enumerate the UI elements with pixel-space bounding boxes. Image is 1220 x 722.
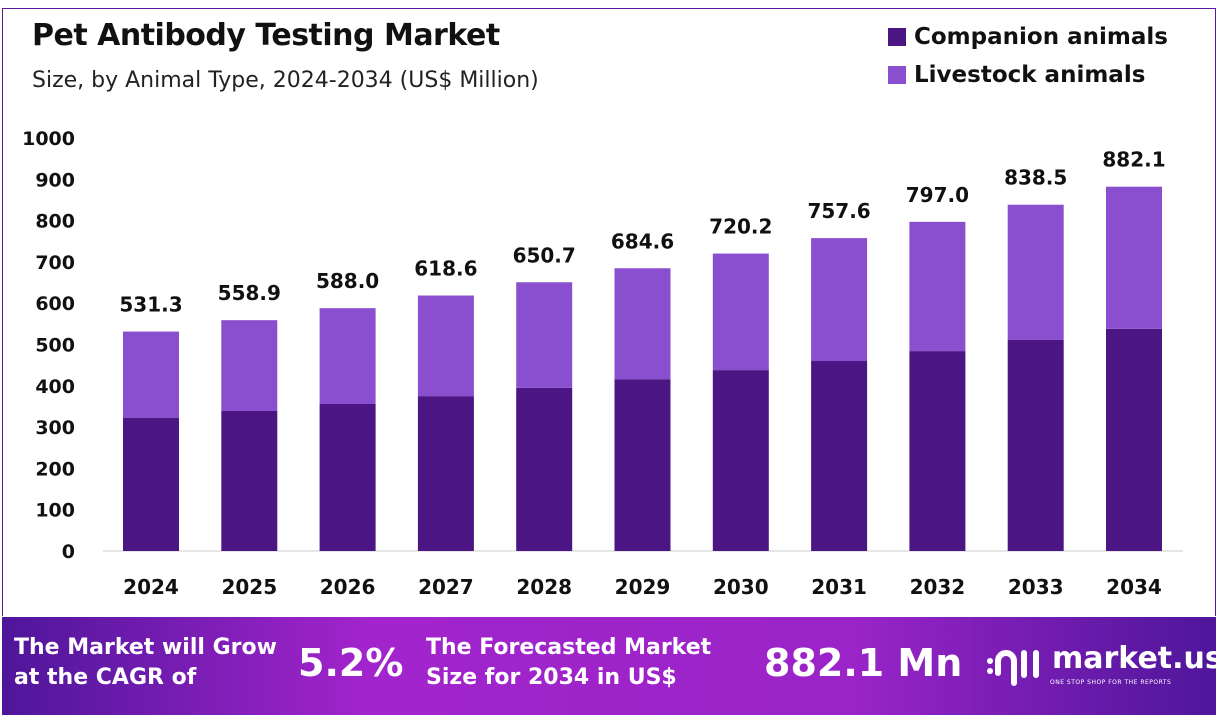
x-tick-label: 2033 xyxy=(1008,575,1064,599)
cagr-label-line2: at the CAGR of xyxy=(14,665,197,690)
forecast-label-line2: Size for 2034 in US$ xyxy=(426,665,677,690)
chart-frame xyxy=(2,8,1216,616)
x-tick-label: 2034 xyxy=(1106,575,1162,599)
bar-livestock-2025 xyxy=(221,320,278,411)
summary-banner: The Market will Grow at the CAGR of 5.2%… xyxy=(2,617,1220,715)
x-tick-label: 2029 xyxy=(615,575,671,599)
legend-item-companion: Companion animals xyxy=(888,24,1168,50)
bar-companion-2032 xyxy=(909,351,966,551)
y-tick-label: 300 xyxy=(35,417,75,439)
x-tick-label: 2032 xyxy=(910,575,966,599)
bar-companion-2024 xyxy=(123,418,179,551)
bar-companion-2034 xyxy=(1106,328,1162,551)
legend-label: Companion animals xyxy=(914,24,1168,50)
logo-text: market.us xyxy=(1052,641,1220,676)
y-tick-label: 600 xyxy=(35,293,75,315)
x-tick-label: 2031 xyxy=(811,575,867,599)
data-label-2032: 797.0 xyxy=(906,183,969,207)
y-tick-label: 200 xyxy=(35,458,75,480)
y-tick-label: 800 xyxy=(35,211,75,233)
bar-companion-2025 xyxy=(221,410,278,551)
forecast-label: The Forecasted Market Size for 2034 in U… xyxy=(426,633,711,693)
bar-livestock-2034 xyxy=(1106,186,1162,329)
x-tick-label: 2028 xyxy=(516,575,572,599)
bar-livestock-2026 xyxy=(319,308,376,404)
bar-livestock-2024 xyxy=(123,331,179,419)
bar-livestock-2031 xyxy=(811,238,868,362)
forecast-label-line1: The Forecasted Market xyxy=(426,635,712,660)
legend-item-livestock: Livestock animals xyxy=(888,62,1168,88)
chart-subtitle: Size, by Animal Type, 2024-2034 (US$ Mil… xyxy=(32,68,539,93)
bar-chart: 0 100 200 300 400 500 600 700 800 900 1000 531.3 202… xyxy=(22,128,1183,599)
x-tick-label: 2025 xyxy=(221,575,277,599)
x-tick-label: 2030 xyxy=(713,575,769,599)
bar-companion-2033 xyxy=(1007,339,1064,551)
y-tick-label: 1000 xyxy=(22,128,75,150)
y-tick-label: 900 xyxy=(35,169,75,191)
legend-swatch-livestock xyxy=(888,66,906,84)
legend-swatch-companion xyxy=(888,28,906,46)
forecast-value: 882.1 Mn xyxy=(764,641,963,685)
bar-livestock-2027 xyxy=(417,295,474,397)
legend: Companion animals Livestock animals xyxy=(888,24,1168,100)
data-label-2026: 588.0 xyxy=(316,269,379,293)
y-tick-label: 400 xyxy=(35,376,75,398)
data-label-2024: 531.3 xyxy=(119,293,182,317)
bar-livestock-2032 xyxy=(909,221,966,352)
y-tick-label: 500 xyxy=(35,335,75,357)
x-tick-label: 2026 xyxy=(320,575,376,599)
logo-tagline: ONE STOP SHOP FOR THE REPORTS xyxy=(1050,679,1172,686)
bar-companion-2030 xyxy=(712,370,769,551)
cagr-label: The Market will Grow at the CAGR of xyxy=(14,633,277,693)
data-label-2028: 650.7 xyxy=(513,243,576,267)
bar-companion-2026 xyxy=(319,403,376,551)
market-us-logo-icon xyxy=(987,650,1039,686)
data-label-2027: 618.6 xyxy=(414,257,477,281)
data-label-2033: 838.5 xyxy=(1004,166,1067,190)
bar-companion-2029 xyxy=(614,379,671,551)
cagr-value: 5.2% xyxy=(298,641,404,685)
bar-livestock-2029 xyxy=(614,268,671,380)
bar-livestock-2033 xyxy=(1007,204,1064,340)
bar-companion-2028 xyxy=(516,387,573,551)
data-label-2030: 720.2 xyxy=(709,215,772,239)
data-label-2029: 684.6 xyxy=(611,229,674,253)
y-tick-label: 100 xyxy=(35,500,75,522)
chart-title: Pet Antibody Testing Market xyxy=(32,18,500,53)
x-tick-label: 2027 xyxy=(418,575,474,599)
data-label-2034: 882.1 xyxy=(1102,148,1165,172)
legend-label: Livestock animals xyxy=(914,62,1146,88)
x-tick-label: 2024 xyxy=(123,575,179,599)
data-label-2025: 558.9 xyxy=(218,281,281,305)
bar-livestock-2028 xyxy=(516,282,573,388)
data-label-2031: 757.6 xyxy=(807,199,870,223)
bar-companion-2031 xyxy=(811,361,868,551)
bar-companion-2027 xyxy=(417,396,474,551)
y-tick-label: 700 xyxy=(35,252,75,274)
y-tick-label: 0 xyxy=(62,541,75,563)
bar-livestock-2030 xyxy=(712,253,769,371)
cagr-label-line1: The Market will Grow xyxy=(14,635,277,660)
